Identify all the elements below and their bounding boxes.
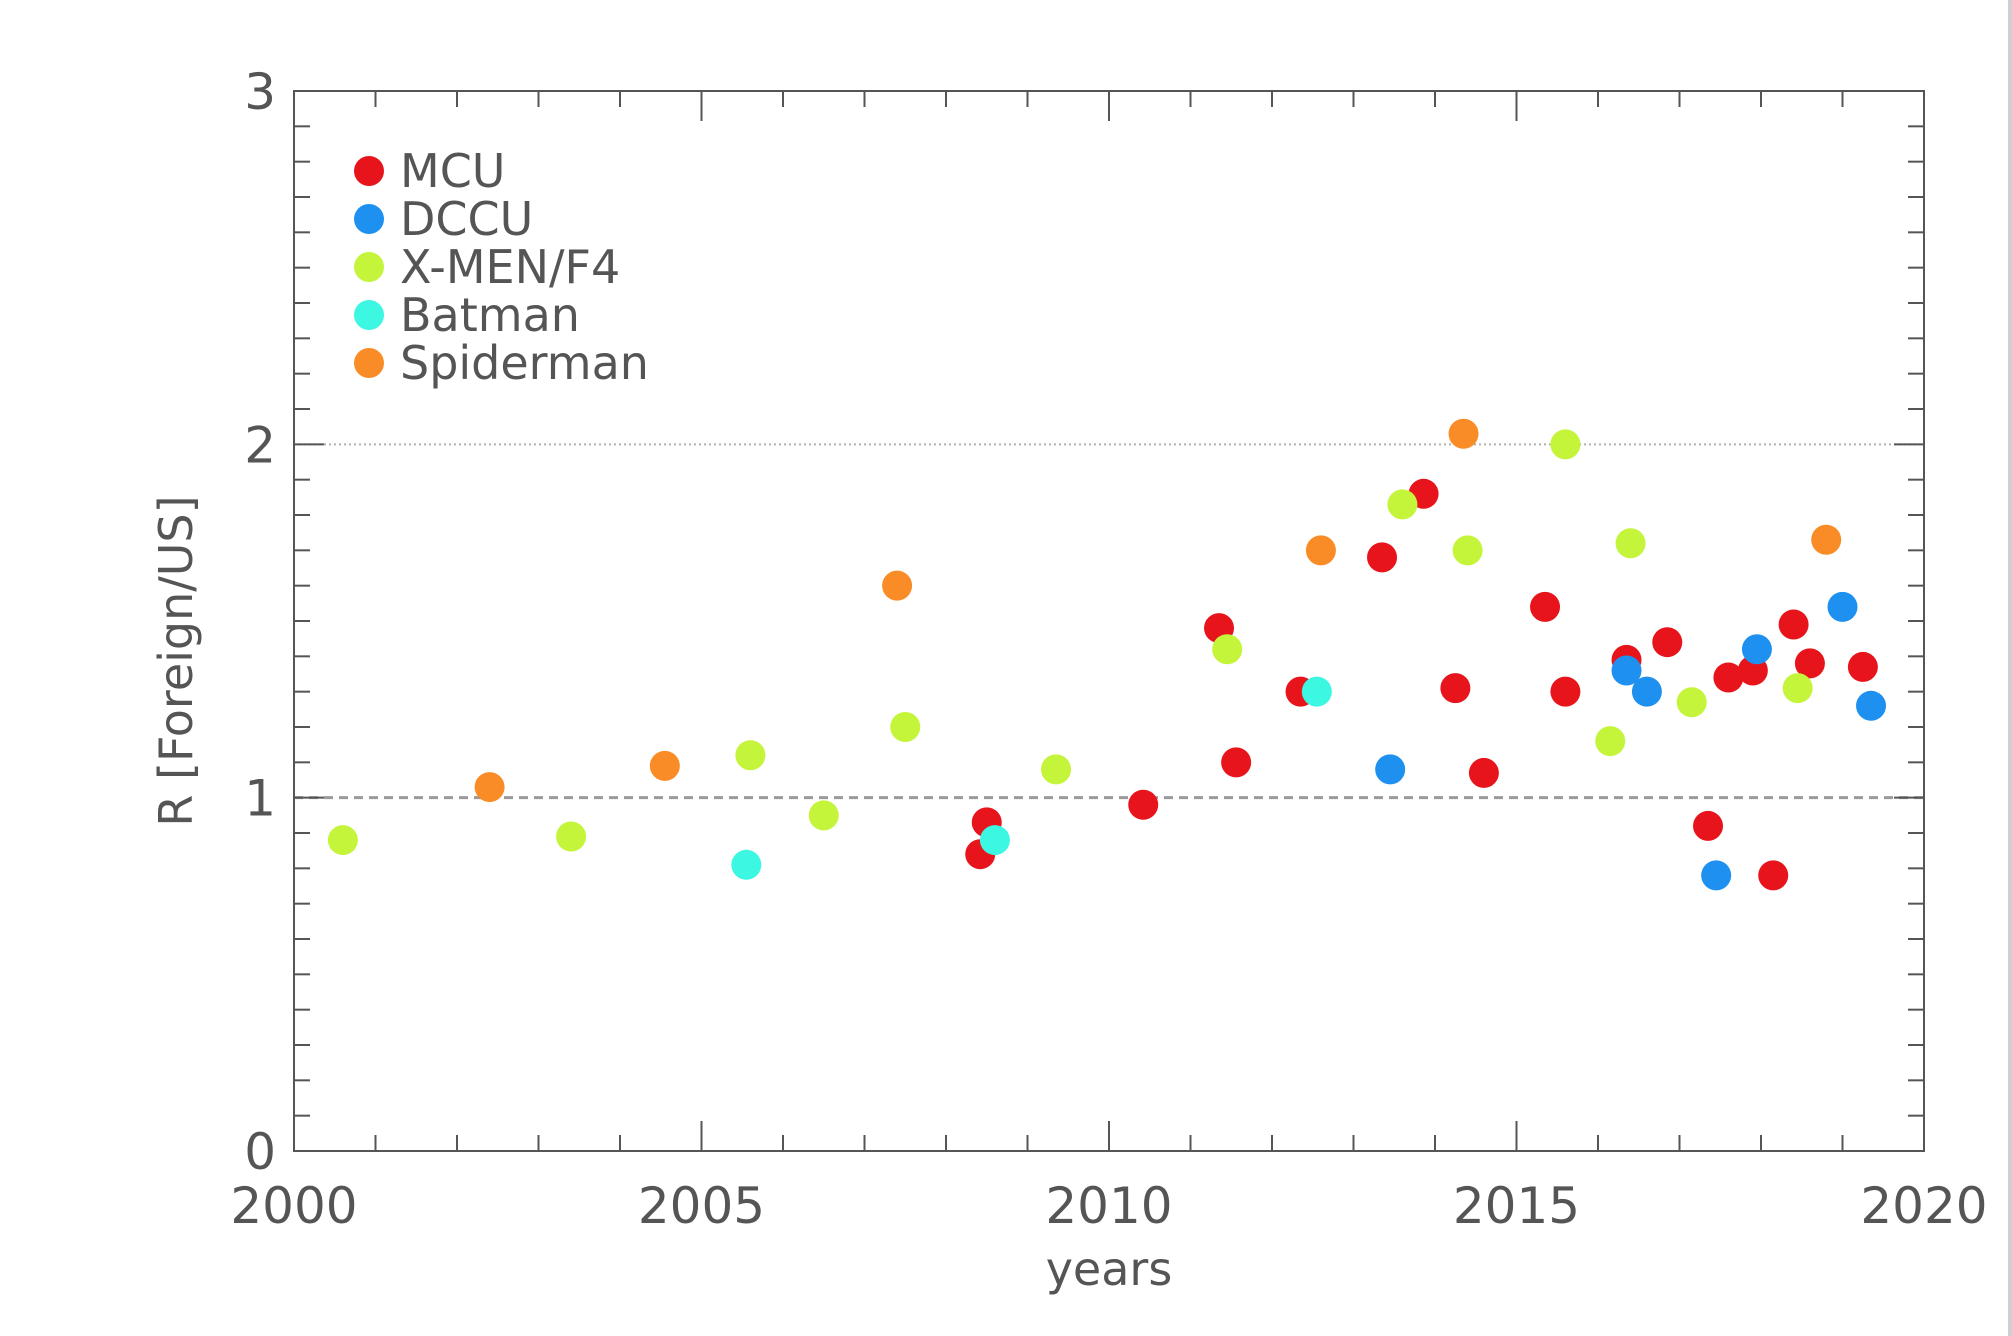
tick-labels: 2000 2005 2010 2015 2020 0 1 2 3 — [230, 63, 1987, 1235]
point-mcu — [1530, 591, 1561, 622]
point-x-men-f4 — [327, 825, 358, 856]
point-dccu — [1631, 676, 1662, 707]
legend-marker-dccu — [354, 204, 384, 234]
legend-marker-batman — [354, 300, 384, 330]
point-mcu — [1440, 673, 1471, 704]
y-tick-label: 0 — [244, 1123, 276, 1181]
point-batman — [731, 849, 762, 880]
legend-label-spiderman: Spiderman — [400, 336, 649, 390]
x-tick-label: 2020 — [1860, 1177, 1987, 1235]
legend-marker-x-men-f4 — [354, 252, 384, 282]
legend-label-batman: Batman — [400, 288, 580, 342]
point-spiderman — [1305, 535, 1336, 566]
window-edge — [2008, 0, 2012, 1336]
point-batman — [979, 825, 1010, 856]
point-mcu — [1847, 651, 1878, 682]
legend-label-dccu: DCCU — [400, 192, 533, 246]
point-x-men-f4 — [735, 740, 766, 771]
point-dccu — [1741, 634, 1772, 665]
point-mcu — [1778, 609, 1809, 640]
point-mcu — [1128, 789, 1159, 820]
point-x-men-f4 — [1550, 429, 1581, 460]
point-dccu — [1611, 655, 1642, 686]
point-x-men-f4 — [1212, 634, 1243, 665]
point-mcu — [1693, 810, 1724, 841]
point-mcu — [1652, 627, 1683, 658]
point-dccu — [1856, 690, 1887, 721]
point-x-men-f4 — [1452, 535, 1483, 566]
x-tick-label: 2005 — [638, 1177, 765, 1235]
x-tick-label: 2015 — [1453, 1177, 1580, 1235]
point-mcu — [1367, 542, 1398, 573]
point-mcu — [1221, 747, 1252, 778]
x-tick-label: 2000 — [230, 1177, 357, 1235]
point-mcu — [1794, 648, 1825, 679]
legend-marker-mcu — [354, 156, 384, 186]
legend-marker-spiderman — [354, 348, 384, 378]
point-spiderman — [882, 570, 913, 601]
point-mcu — [1468, 757, 1499, 788]
y-tick-label: 1 — [244, 770, 276, 828]
point-x-men-f4 — [556, 821, 587, 852]
data-points — [327, 418, 1887, 891]
point-x-men-f4 — [1041, 754, 1072, 785]
point-spiderman — [649, 750, 680, 781]
point-x-men-f4 — [1595, 726, 1626, 757]
plot-frame — [293, 90, 1925, 1152]
point-x-men-f4 — [808, 800, 839, 831]
x-axis-title: years — [1046, 1242, 1173, 1296]
y-tick-label: 3 — [244, 63, 276, 121]
point-x-men-f4 — [1782, 673, 1813, 704]
x-tick-label: 2010 — [1045, 1177, 1172, 1235]
grid-layer — [294, 443, 1924, 800]
point-batman — [1301, 676, 1332, 707]
legend-label-mcu: MCU — [400, 144, 505, 198]
point-spiderman — [1811, 524, 1842, 555]
point-spiderman — [474, 772, 505, 803]
axis-ticks — [293, 90, 1925, 1152]
point-dccu — [1827, 591, 1858, 622]
y-tick-label: 2 — [244, 416, 276, 474]
y-axis-title: R [Foreign/US] — [149, 495, 203, 826]
point-mcu — [1713, 662, 1744, 693]
point-x-men-f4 — [1676, 687, 1707, 718]
point-dccu — [1375, 754, 1406, 785]
point-mcu — [1550, 676, 1581, 707]
point-x-men-f4 — [1615, 528, 1646, 559]
point-spiderman — [1448, 418, 1479, 449]
point-x-men-f4 — [1387, 489, 1418, 520]
legend-label-x-men-f4: X-MEN/F4 — [400, 240, 620, 294]
point-x-men-f4 — [890, 712, 921, 742]
point-mcu — [1758, 860, 1789, 891]
point-dccu — [1701, 860, 1732, 891]
